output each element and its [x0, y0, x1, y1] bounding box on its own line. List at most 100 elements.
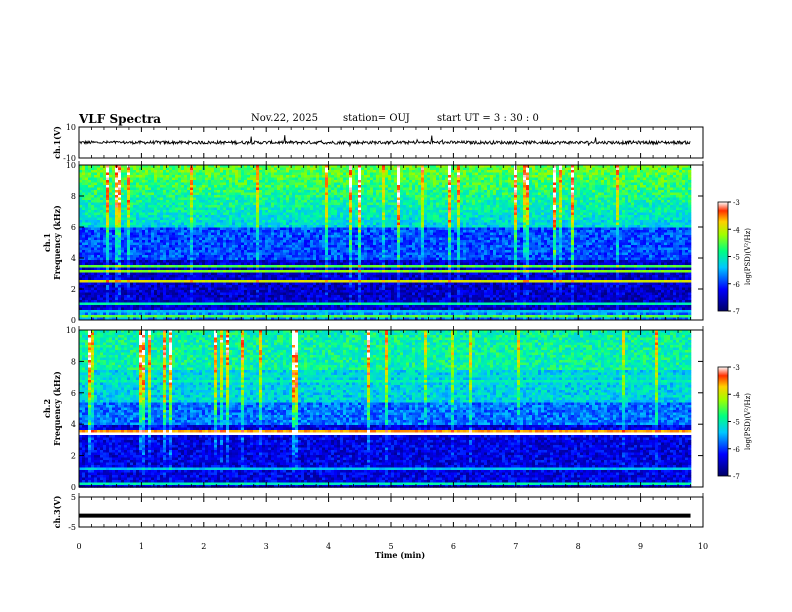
spectrogram-cell [289, 260, 292, 263]
spectrogram-cell [307, 175, 310, 178]
spectrogram-cell [178, 288, 181, 291]
spectrogram-cell [298, 315, 301, 318]
spectrogram-cell [121, 188, 124, 191]
spectrogram-cell [262, 270, 265, 273]
spectrogram-cell [310, 203, 313, 206]
spectrogram-cell [118, 230, 121, 233]
spectrogram-cell [208, 173, 211, 176]
spectrogram-cell [139, 223, 142, 226]
spectrogram-cell [256, 298, 259, 301]
spectrogram-cell [244, 258, 247, 261]
spectrogram-cell [94, 195, 97, 198]
spectrogram-cell [286, 308, 289, 311]
spectrogram-cell [262, 305, 265, 308]
spectrogram-cell [262, 193, 265, 196]
spectrogram-cell [238, 185, 241, 188]
spectrogram-cell [301, 248, 304, 251]
spectrogram-cell [205, 170, 208, 173]
spectrogram-cell [121, 170, 124, 173]
spectrogram-cell [211, 258, 214, 261]
spectrogram-cell [142, 178, 145, 181]
spectrogram-cell [103, 223, 106, 226]
spectrogram-cell [208, 255, 211, 258]
spectrogram-cell [304, 263, 307, 266]
spectrogram-cell [160, 285, 163, 288]
spectrogram-cell [211, 253, 214, 256]
spectrogram-cell [205, 243, 208, 246]
spectrogram-cell [211, 228, 214, 231]
spectrogram-cell [295, 175, 298, 178]
spectrogram-cell [244, 238, 247, 241]
spectrogram-cell [247, 198, 250, 201]
spectrogram-cell [292, 185, 295, 188]
spectrogram-cell [265, 258, 268, 261]
spectrogram-cell [247, 190, 250, 193]
spectrogram-cell [193, 230, 196, 233]
spectrogram-cell [268, 195, 271, 198]
spectrogram-cell [292, 238, 295, 241]
spectrogram-cell [238, 290, 241, 293]
spectrogram-cell [97, 305, 100, 308]
spectrogram-cell [241, 223, 244, 226]
spectrogram-cell [115, 303, 118, 306]
spectrogram-cell [106, 175, 109, 178]
spectrogram-cell [274, 290, 277, 293]
spectrogram-cell [286, 200, 289, 203]
spectrogram-cell [94, 263, 97, 266]
spectrogram-cell [196, 180, 199, 183]
spectrogram-cell [178, 303, 181, 306]
spectrogram-cell [106, 245, 109, 248]
spectrogram-cell [160, 250, 163, 253]
spectrogram-cell [223, 233, 226, 236]
spectrogram-cell [166, 180, 169, 183]
spectrogram-cell [289, 303, 292, 306]
spectrogram-cell [199, 248, 202, 251]
spectrogram-cell [151, 310, 154, 313]
spectrogram-cell [85, 240, 88, 243]
spectrogram-cell [145, 275, 148, 278]
spectrogram-cell [172, 210, 175, 213]
spectrogram-cell [244, 200, 247, 203]
spectrogram-cell [244, 230, 247, 233]
spectrogram-cell [223, 293, 226, 296]
spectrogram-cell [301, 273, 304, 276]
spectrogram-cell [238, 215, 241, 218]
spectrogram-cell [265, 233, 268, 236]
spectrogram-cell [277, 273, 280, 276]
spectrogram-cell [235, 290, 238, 293]
spectrogram-cell [262, 183, 265, 186]
spectrogram-cell [151, 275, 154, 278]
spectrogram-cell [232, 293, 235, 296]
spectrogram-cell [277, 193, 280, 196]
spectrogram-cell [178, 273, 181, 276]
spectrogram-cell [286, 220, 289, 223]
spectrogram-cell [199, 240, 202, 243]
spectrogram-cell [97, 300, 100, 303]
spectrogram-cell [118, 268, 121, 271]
spectrogram-cell [148, 253, 151, 256]
spectrogram-cell [211, 248, 214, 251]
spectrogram-cell [310, 228, 313, 231]
spectrogram-cell [187, 218, 190, 221]
spectrogram-cell [223, 300, 226, 303]
spectrogram-cell [283, 203, 286, 206]
spectrogram-cell [124, 180, 127, 183]
spectrogram-cell [298, 303, 301, 306]
spectrogram-cell [277, 290, 280, 293]
spectrogram-cell [214, 233, 217, 236]
spectrogram-cell [196, 310, 199, 313]
spectrogram-cell [184, 253, 187, 256]
spectrogram-cell [199, 213, 202, 216]
spectrogram-cell [262, 215, 265, 218]
spectrogram-cell [169, 243, 172, 246]
spectrogram-cell [166, 313, 169, 316]
spectrogram-cell [301, 240, 304, 243]
spectrogram-cell [205, 240, 208, 243]
spectrogram-cell [118, 300, 121, 303]
spectrogram-cell [94, 225, 97, 228]
spectrogram-cell [184, 305, 187, 308]
spectrogram-cell [97, 200, 100, 203]
spectrogram-cell [127, 198, 130, 201]
spectrogram-cell [307, 183, 310, 186]
spectrogram-cell [250, 193, 253, 196]
